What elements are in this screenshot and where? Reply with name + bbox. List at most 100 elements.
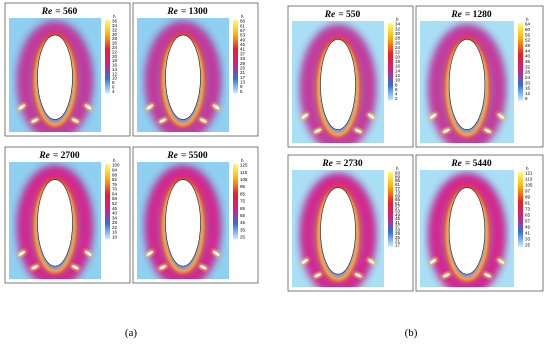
colorbar-tick: 60 — [525, 27, 531, 32]
title-symbol: Re — [324, 10, 336, 20]
colorbar-tick: 14 — [112, 67, 118, 72]
title-symbol: Re — [450, 159, 462, 169]
colorbar-tick: 10 — [395, 78, 401, 83]
body — [320, 39, 356, 130]
colorbar-tick: 33 — [395, 227, 401, 232]
colorbar-tick: 93 — [395, 171, 401, 176]
colorbar-tick: 115 — [240, 170, 248, 175]
colorbar — [105, 164, 110, 239]
colorbar-label: h — [113, 158, 116, 163]
blade — [31, 265, 39, 270]
blade — [159, 118, 167, 123]
colorbar-tick: 41 — [525, 231, 531, 236]
colorbar-tick: 10 — [112, 76, 118, 81]
colorbar-tick: 121 — [525, 171, 533, 176]
colorbar-tick: 24 — [395, 45, 401, 50]
colorbar-tick: 28 — [395, 36, 401, 41]
heat-band — [17, 21, 93, 132]
heat-band — [300, 24, 376, 143]
title-symbol: Re — [38, 151, 50, 161]
heat-band — [428, 173, 506, 287]
blade — [199, 118, 207, 123]
heat-inner — [159, 177, 207, 275]
title-value: = 5440 — [465, 159, 492, 169]
heat-band — [428, 24, 506, 143]
body — [448, 39, 486, 130]
blade — [367, 258, 375, 264]
colorbar-tick: 2 — [395, 96, 398, 101]
heat-inner — [443, 36, 491, 139]
title-value: = 2700 — [53, 151, 80, 161]
panel-title: Re = 550 — [324, 10, 361, 20]
body — [165, 179, 201, 267]
title-value: = 550 — [338, 10, 360, 20]
heat-inner — [31, 177, 79, 275]
colorbar-tick: 9 — [240, 84, 243, 89]
blade — [199, 265, 207, 270]
body — [165, 34, 201, 120]
colorbar-tick: 58 — [112, 196, 118, 201]
colorbar-tick: 46 — [112, 206, 118, 211]
title-symbol: Re — [41, 7, 53, 17]
colorbar-tick: 18 — [112, 58, 118, 63]
colorbar-tick: 22 — [112, 225, 118, 230]
blade — [497, 258, 505, 264]
title-symbol: Re — [166, 151, 178, 161]
colorbar-tick: 35 — [240, 227, 246, 232]
heatmap — [9, 162, 101, 279]
colorbar-tick: 70 — [112, 187, 118, 192]
title-symbol: Re — [166, 7, 178, 17]
colorbar-tick: 57 — [395, 205, 401, 210]
body — [37, 34, 73, 120]
colorbar-tick: 16 — [525, 86, 531, 91]
colorbar-tick: 30 — [395, 31, 401, 36]
colorbar-tick: 45 — [240, 220, 246, 225]
colorbar-tick: 34 — [112, 23, 118, 28]
title-symbol: Re — [450, 10, 462, 20]
colorbar-tick: 53 — [395, 208, 401, 213]
colorbar-tick: 66 — [240, 19, 246, 24]
colorbar-tick: 16 — [112, 63, 118, 68]
colorbar-tick: 32 — [525, 64, 531, 69]
colorbar-tick: 10 — [112, 234, 118, 239]
colorbar-tick: 100 — [112, 163, 120, 168]
colorbar-tick: 29 — [395, 231, 401, 236]
blade — [71, 265, 79, 270]
colorbar-tick: 25 — [395, 235, 401, 240]
blade — [314, 128, 322, 133]
title-value: = 5500 — [181, 151, 208, 161]
colorbar-tick: 95 — [240, 184, 246, 189]
title-value: = 560 — [55, 7, 77, 17]
colorbar-tick: 36 — [112, 19, 118, 24]
heatmap — [420, 170, 514, 287]
colorbar-tick: 56 — [525, 32, 531, 37]
colorbar-tick: 45 — [395, 216, 401, 221]
colorbar-tick: 49 — [525, 225, 531, 230]
colorbar-tick: 64 — [525, 22, 531, 27]
colorbar-tick: 37 — [395, 224, 401, 229]
heat-band — [17, 165, 93, 279]
blade — [354, 273, 362, 278]
colorbar-tick: 65 — [240, 206, 246, 211]
colorbar-tick: 89 — [525, 195, 531, 200]
colorbar-tick: 12 — [395, 73, 401, 78]
panel-title: Re = 5440 — [450, 159, 492, 169]
colorbar — [518, 172, 523, 247]
colorbar-tick: 81 — [525, 201, 531, 206]
colorbar-tick: 49 — [395, 212, 401, 217]
heatmap — [137, 18, 229, 132]
colorbar-tick: 97 — [525, 189, 531, 194]
colorbar-label: h — [241, 14, 244, 19]
body — [37, 179, 73, 267]
heat-inner — [443, 185, 491, 283]
colorbar-label: h — [526, 166, 529, 171]
heat-band — [300, 173, 376, 287]
heatmap — [420, 21, 514, 143]
heatmap — [292, 170, 384, 287]
colorbar — [233, 164, 238, 239]
